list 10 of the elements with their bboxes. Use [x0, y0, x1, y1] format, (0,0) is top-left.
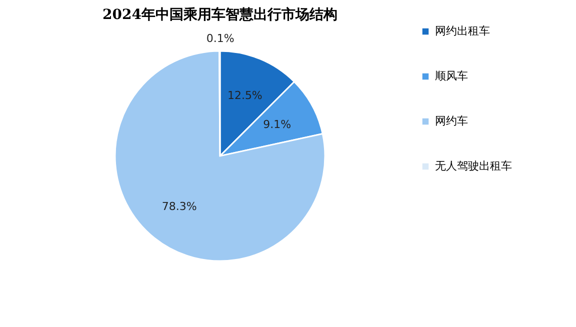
chart-title: 2024年中国乘用车智慧出行市场结构 — [102, 6, 338, 23]
legend-label: 网约出租车 — [435, 24, 490, 38]
legend-label: 无人驾驶出租车 — [435, 160, 512, 172]
legend-label: 顺风车 — [435, 70, 468, 82]
legend-label: 网约车 — [435, 114, 468, 128]
data-label: 78.3% — [162, 200, 197, 213]
pie-slice — [114, 50, 326, 262]
data-label: 9.1% — [263, 118, 292, 131]
data-label: 0.1% — [206, 32, 234, 45]
data-label: 12.5% — [227, 88, 262, 102]
